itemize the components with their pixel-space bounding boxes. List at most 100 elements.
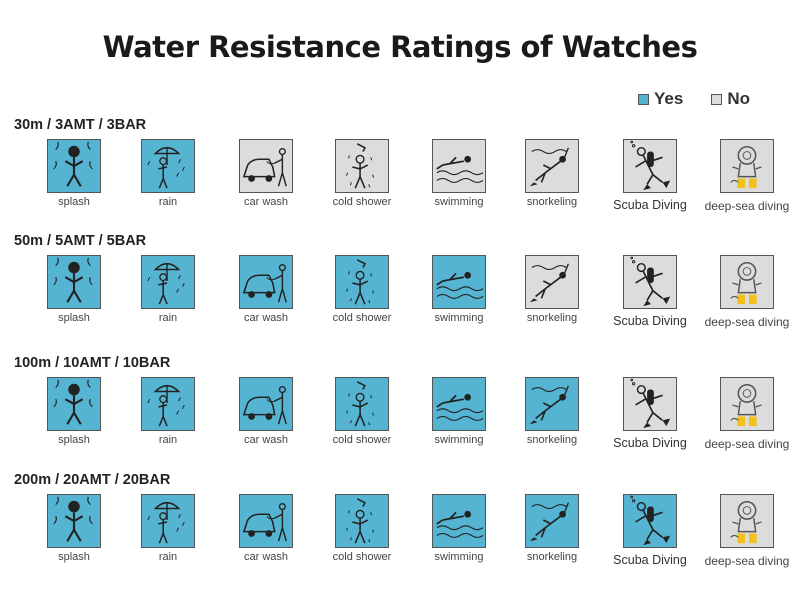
activity-label: deep-sea diving (704, 199, 790, 213)
swimming-icon (432, 377, 486, 431)
activity-tile: cold shower (315, 139, 409, 227)
activity-tile: swimming (412, 494, 506, 582)
scuba-diving-icon (623, 255, 677, 309)
snorkeling-icon (525, 494, 579, 548)
activity-label: car wash (243, 551, 289, 563)
car-wash-icon (239, 255, 293, 309)
rating-label: 50m / 5AMT / 5BAR (14, 233, 147, 249)
activity-label: rain (158, 312, 178, 324)
activity-tile: cold shower (315, 377, 409, 465)
deep-sea-diving-icon (720, 377, 774, 431)
activity-label: cold shower (332, 196, 392, 208)
activity-label: deep-sea diving (704, 315, 790, 329)
activity-label: rain (158, 196, 178, 208)
scuba-diving-icon (623, 139, 677, 193)
rain-icon (141, 377, 195, 431)
activity-label: cold shower (332, 312, 392, 324)
swimming-icon (432, 494, 486, 548)
activity-label: Scuba Diving (613, 553, 687, 567)
legend-no-swatch (711, 93, 723, 105)
activity-tile: splash (27, 255, 121, 343)
activity-tile: Scuba Diving (603, 139, 697, 227)
activity-label: car wash (243, 434, 289, 446)
rain-icon (141, 139, 195, 193)
activity-label: cold shower (332, 434, 392, 446)
activity-label: snorkeling (526, 196, 578, 208)
swimming-icon (432, 255, 486, 309)
activity-tile: Scuba Diving (603, 494, 697, 582)
activity-tile: swimming (412, 139, 506, 227)
car-wash-icon (239, 377, 293, 431)
activity-tile: snorkeling (505, 377, 599, 465)
rating-label: 100m / 10AMT / 10BAR (14, 355, 171, 371)
activity-label: splash (58, 434, 90, 446)
activity-label: snorkeling (526, 551, 578, 563)
rating-label: 30m / 3AMT / 3BAR (14, 117, 147, 133)
splash-icon (47, 377, 101, 431)
activity-label: snorkeling (526, 434, 578, 446)
scuba-diving-icon (623, 494, 677, 548)
activity-tile: cold shower (315, 255, 409, 343)
activity-tile: rain (121, 139, 215, 227)
activity-tile: deep-sea diving (700, 494, 794, 582)
rating-row: 200m / 20AMT / 20BAR splash rain car wash co… (0, 472, 800, 587)
cold-shower-icon (335, 255, 389, 309)
activity-tile: cold shower (315, 494, 409, 582)
activity-label: swimming (434, 196, 484, 208)
cold-shower-icon (335, 494, 389, 548)
activity-tile: splash (27, 139, 121, 227)
activity-label: Scuba Diving (613, 436, 687, 450)
cold-shower-icon (335, 139, 389, 193)
activity-label: deep-sea diving (704, 554, 790, 568)
activity-label: splash (58, 196, 90, 208)
activity-label: Scuba Diving (613, 198, 687, 212)
legend-yes-swatch (638, 93, 650, 105)
rating-row: 30m / 3AMT / 3BAR splash rain car wash cold … (0, 117, 800, 232)
snorkeling-icon (525, 377, 579, 431)
deep-sea-diving-icon (720, 494, 774, 548)
activity-tile: snorkeling (505, 494, 599, 582)
activity-tile: rain (121, 494, 215, 582)
splash-icon (47, 139, 101, 193)
activity-tile: Scuba Diving (603, 255, 697, 343)
activity-label: swimming (434, 551, 484, 563)
scuba-diving-icon (623, 377, 677, 431)
activity-tile: deep-sea diving (700, 139, 794, 227)
legend: Yes No (638, 89, 750, 109)
activity-tile: car wash (219, 494, 313, 582)
deep-sea-diving-icon (720, 255, 774, 309)
activity-tile: car wash (219, 255, 313, 343)
legend-yes-label: Yes (654, 89, 684, 108)
legend-no-label: No (727, 89, 750, 108)
activity-tile: rain (121, 255, 215, 343)
rating-row: 50m / 5AMT / 5BAR splash rain car wash cold … (0, 233, 800, 348)
activity-tile: swimming (412, 377, 506, 465)
car-wash-icon (239, 494, 293, 548)
activity-label: swimming (434, 312, 484, 324)
activity-label: rain (158, 434, 178, 446)
rain-icon (141, 255, 195, 309)
activity-tile: deep-sea diving (700, 255, 794, 343)
activity-tile: snorkeling (505, 255, 599, 343)
activity-tile: car wash (219, 377, 313, 465)
activity-tile: car wash (219, 139, 313, 227)
splash-icon (47, 255, 101, 309)
activity-label: splash (58, 312, 90, 324)
activity-tile: swimming (412, 255, 506, 343)
activity-label: car wash (243, 196, 289, 208)
activity-label: car wash (243, 312, 289, 324)
activity-label: snorkeling (526, 312, 578, 324)
deep-sea-diving-icon (720, 139, 774, 193)
splash-icon (47, 494, 101, 548)
rain-icon (141, 494, 195, 548)
chart-title: Water Resistance Ratings of Watches (102, 30, 698, 64)
legend-yes: Yes (638, 89, 683, 109)
activity-label: Scuba Diving (613, 314, 687, 328)
rating-label: 200m / 20AMT / 20BAR (14, 472, 171, 488)
activity-tile: rain (121, 377, 215, 465)
activity-label: swimming (434, 434, 484, 446)
activity-tile: Scuba Diving (603, 377, 697, 465)
activity-tile: snorkeling (505, 139, 599, 227)
activity-tile: splash (27, 494, 121, 582)
activity-label: cold shower (332, 551, 392, 563)
